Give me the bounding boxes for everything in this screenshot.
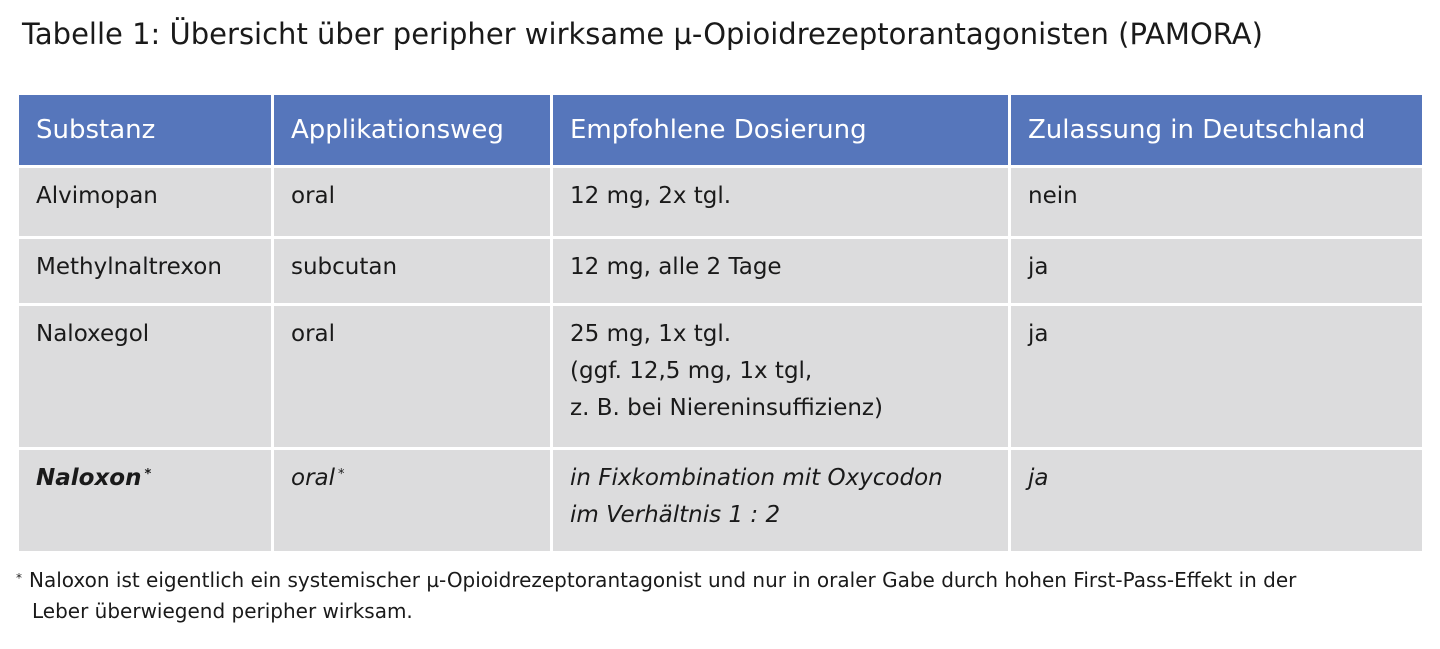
dosage-cell: 25 mg, 1x tgl. (ggf. 12,5 mg, 1x tgl, z.…	[550, 303, 1011, 450]
dosage-line: 12 mg, 2x tgl.	[570, 183, 732, 209]
dosage-cell: 12 mg, 2x tgl.	[550, 165, 1011, 239]
footnote: * Naloxon ist eigentlich ein systemischer…	[16, 565, 1426, 627]
substance-cell: Methylnaltrexon	[16, 236, 274, 306]
approval-cell: ja	[1008, 447, 1425, 554]
route-cell: oral	[271, 303, 553, 450]
dosage-cell: 12 mg, alle 2 Tage	[550, 236, 1011, 306]
footnote-line: Leber überwiegend peripher wirksam.	[32, 599, 413, 623]
dosage-line: im Verhältnis 1 : 2	[570, 502, 781, 528]
dosage-line: in Fixkombination mit Oxycodon	[570, 465, 943, 491]
approval-cell: nein	[1008, 165, 1425, 239]
table-row: Naloxon * oral * in Fixkombination mit Oxy…	[16, 447, 1425, 554]
column-header-approval: Zulassung in Deutschland	[1008, 92, 1425, 168]
footnote-marker: *	[144, 467, 152, 482]
column-header-dosage: Empfohlene Dosierung	[550, 92, 1011, 168]
table-row: Methylnaltrexon subcutan 12 mg, alle 2 T…	[16, 236, 1425, 306]
substance-cell: Alvimopan	[16, 165, 274, 239]
table-row: Naloxegol oral 25 mg, 1x tgl. (ggf. 12,5…	[16, 303, 1425, 450]
substance-cell: Naloxegol	[16, 303, 274, 450]
footnote-line: * Naloxon ist eigentlich ein systemischer…	[16, 565, 1426, 596]
column-header-route: Applikationsweg	[271, 92, 553, 168]
route-cell: oral *	[271, 447, 553, 554]
dosage-cell: in Fixkombination mit Oxycodon im Verhäl…	[550, 447, 1011, 554]
substance-name: Naloxon	[36, 465, 142, 491]
footnote-marker: *	[338, 467, 345, 482]
dosage-line: 25 mg, 1x tgl.	[570, 321, 732, 347]
approval-cell: ja	[1008, 303, 1425, 450]
table-row: Alvimopan oral 12 mg, 2x tgl. nein	[16, 165, 1425, 239]
dosage-line: 12 mg, alle 2 Tage	[570, 254, 782, 280]
dosage-line: (ggf. 12,5 mg, 1x tgl,	[570, 358, 813, 384]
table-title: Tabelle 1: Übersicht über peripher wirks…	[22, 17, 1263, 51]
header-row: Substanz Applikationsweg Empfohlene Dosi…	[16, 92, 1425, 168]
substance-cell: Naloxon *	[16, 447, 274, 554]
route-name: oral	[291, 465, 336, 491]
route-cell: oral	[271, 165, 553, 239]
footnote-text: Naloxon ist eigentlich ein systemischer …	[29, 568, 1297, 592]
approval-cell: ja	[1008, 236, 1425, 306]
pamora-table: Substanz Applikationsweg Empfohlene Dosi…	[16, 92, 1425, 554]
column-header-substance: Substanz	[16, 92, 274, 168]
route-cell: subcutan	[271, 236, 553, 306]
footnote-marker: *	[16, 571, 22, 585]
dosage-line: z. B. bei Niereninsuffizienz)	[570, 395, 883, 421]
